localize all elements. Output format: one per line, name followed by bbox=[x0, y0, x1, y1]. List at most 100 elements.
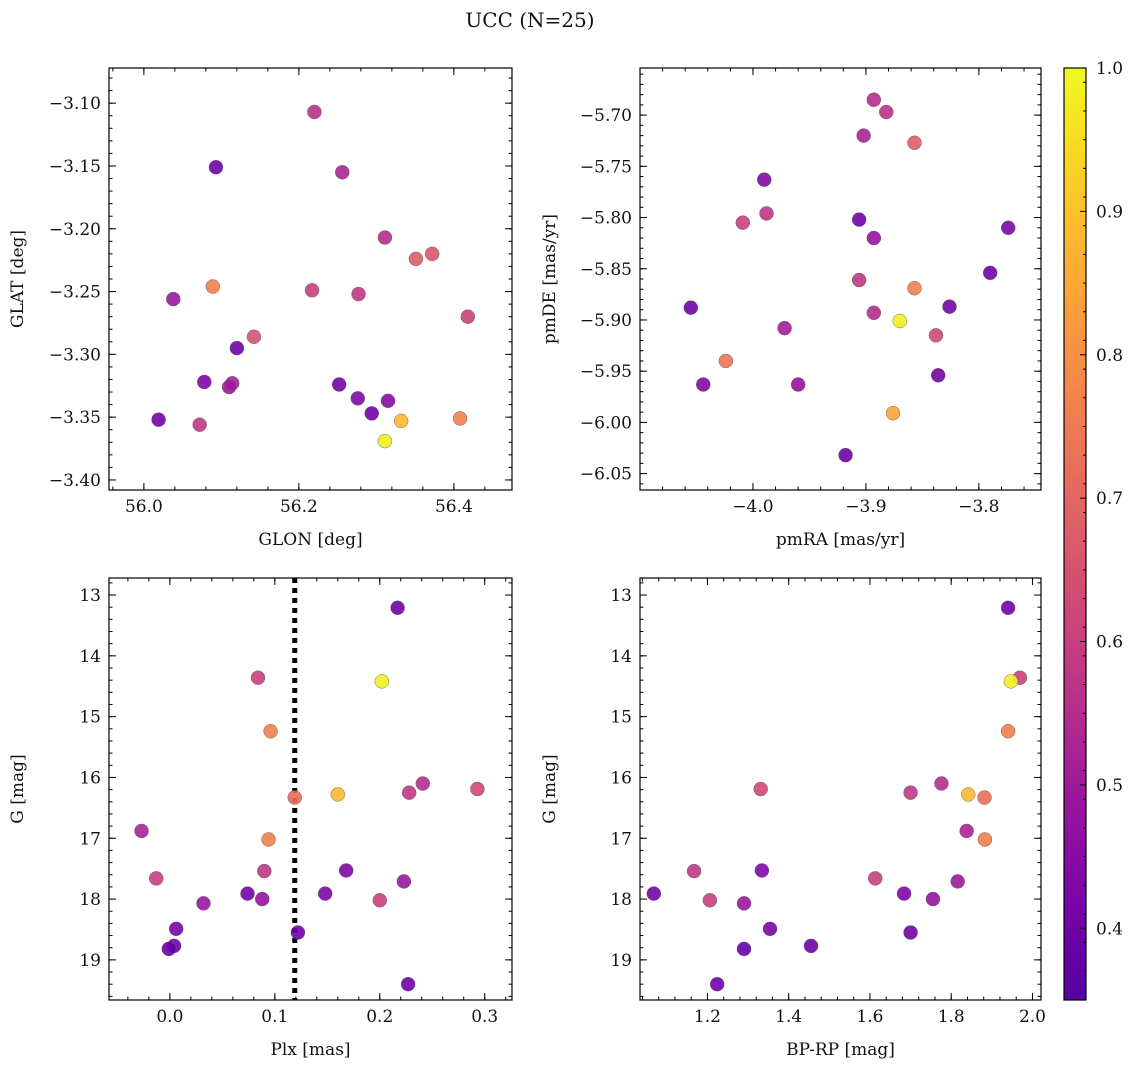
data-point bbox=[736, 941, 752, 957]
x-tick-label: 0.1 bbox=[261, 1007, 288, 1027]
y-tick-label: 18 bbox=[610, 890, 632, 910]
data-point bbox=[1000, 600, 1016, 615]
data-point bbox=[221, 379, 237, 395]
colorbar-tick-label: 0.5 bbox=[1096, 776, 1123, 796]
data-point bbox=[907, 135, 922, 150]
data-point bbox=[931, 368, 946, 383]
scatter-points bbox=[683, 92, 1016, 463]
data-point bbox=[759, 206, 774, 221]
colorbar-tick-label: 0.8 bbox=[1096, 346, 1123, 366]
x-axis-label: GLON [deg] bbox=[258, 530, 362, 550]
colorbar-tick-label: 0.6 bbox=[1096, 633, 1123, 653]
data-point bbox=[803, 938, 819, 954]
data-point bbox=[470, 781, 485, 797]
y-tick-label: −6.05 bbox=[580, 465, 632, 485]
y-tick-label: −5.95 bbox=[580, 362, 632, 382]
data-point bbox=[255, 891, 270, 907]
data-point bbox=[304, 283, 320, 298]
panels: 56.0 56.2 56.4 −3.10 −3.15 −3.20 −3.25 −3.30 −3.… bbox=[8, 67, 1046, 1060]
data-point bbox=[977, 790, 992, 805]
axes-frame bbox=[639, 67, 1042, 491]
data-point bbox=[925, 891, 941, 907]
x-tick-label: 56.2 bbox=[280, 497, 318, 517]
x-tick-label: 2.0 bbox=[1019, 1007, 1046, 1027]
data-point bbox=[754, 863, 770, 878]
x-axis-label: Plx [mas] bbox=[270, 1040, 350, 1060]
data-point bbox=[240, 886, 255, 901]
data-point bbox=[959, 823, 974, 839]
data-point bbox=[702, 893, 718, 908]
data-point bbox=[287, 790, 302, 805]
y-tick-label: −3.20 bbox=[49, 220, 101, 240]
y-tick-label: −3.30 bbox=[49, 345, 101, 365]
data-point bbox=[229, 340, 245, 356]
data-point bbox=[903, 785, 918, 800]
y-axis-label: pmDE [mas/yr] bbox=[540, 214, 560, 344]
data-point bbox=[892, 313, 908, 329]
y-tick-label: 13 bbox=[610, 586, 632, 606]
data-point bbox=[866, 92, 882, 107]
x-tick-label: 0.2 bbox=[366, 1007, 393, 1027]
data-point bbox=[942, 299, 957, 314]
data-point bbox=[168, 921, 184, 937]
data-point bbox=[950, 874, 965, 889]
data-point bbox=[762, 921, 778, 937]
data-point bbox=[307, 104, 322, 120]
data-point bbox=[934, 776, 949, 791]
y-tick-label: 14 bbox=[79, 647, 101, 667]
data-point bbox=[317, 886, 333, 901]
axes-frame bbox=[108, 577, 513, 1001]
data-point bbox=[790, 377, 806, 392]
data-point bbox=[196, 896, 211, 911]
scatter-points bbox=[151, 104, 476, 449]
data-point bbox=[290, 925, 306, 940]
y-tick-label: 14 bbox=[610, 647, 632, 667]
data-point bbox=[1003, 674, 1019, 689]
data-point bbox=[1000, 724, 1016, 739]
data-point bbox=[263, 724, 278, 739]
data-point bbox=[928, 328, 944, 343]
y-axis-label: G [mag] bbox=[540, 754, 560, 823]
x-tick-label: 0.3 bbox=[471, 1007, 498, 1027]
data-point bbox=[401, 785, 417, 800]
y-tick-label: −5.85 bbox=[580, 260, 632, 280]
data-point bbox=[866, 305, 882, 321]
data-point bbox=[961, 787, 976, 802]
data-point bbox=[408, 251, 424, 267]
colorbar-tick-label: 0.4 bbox=[1096, 919, 1123, 939]
data-point bbox=[149, 871, 164, 886]
y-tick-label: −5.75 bbox=[580, 157, 632, 177]
data-point bbox=[364, 406, 379, 421]
data-point bbox=[838, 447, 853, 463]
y-axis-label: G [mag] bbox=[8, 754, 28, 823]
x-axis-label: BP-RP [mag] bbox=[786, 1040, 895, 1060]
data-point bbox=[400, 976, 416, 992]
data-point bbox=[377, 230, 393, 245]
y-tick-label: 16 bbox=[79, 768, 101, 788]
y-tick-label: 15 bbox=[610, 708, 632, 728]
y-tick-label: −6.00 bbox=[580, 413, 632, 433]
tick-marks bbox=[109, 68, 512, 490]
y-tick-label: −5.90 bbox=[580, 311, 632, 331]
data-point bbox=[350, 391, 365, 406]
data-point bbox=[246, 329, 262, 344]
colorbar-gradient bbox=[1063, 67, 1087, 1001]
data-point bbox=[415, 776, 430, 791]
data-point bbox=[330, 787, 345, 802]
data-point bbox=[777, 320, 792, 336]
y-tick-label: 13 bbox=[79, 586, 101, 606]
x-tick-label: 0.0 bbox=[156, 1007, 183, 1027]
data-point bbox=[197, 374, 212, 390]
data-point bbox=[161, 941, 177, 957]
data-point bbox=[380, 393, 396, 409]
y-tick-label: −3.25 bbox=[49, 283, 101, 303]
tick-marks bbox=[639, 68, 1041, 490]
y-tick-label: 19 bbox=[610, 951, 632, 971]
data-point bbox=[977, 832, 993, 847]
x-tick-label: −3.9 bbox=[845, 497, 886, 517]
colorbar-tick-label: 0.9 bbox=[1096, 202, 1123, 222]
colorbar: 0.4 0.5 0.6 0.7 0.8 0.9 1.0 bbox=[1063, 59, 1123, 1001]
data-point bbox=[856, 128, 871, 143]
y-tick-label: −3.10 bbox=[49, 94, 101, 114]
